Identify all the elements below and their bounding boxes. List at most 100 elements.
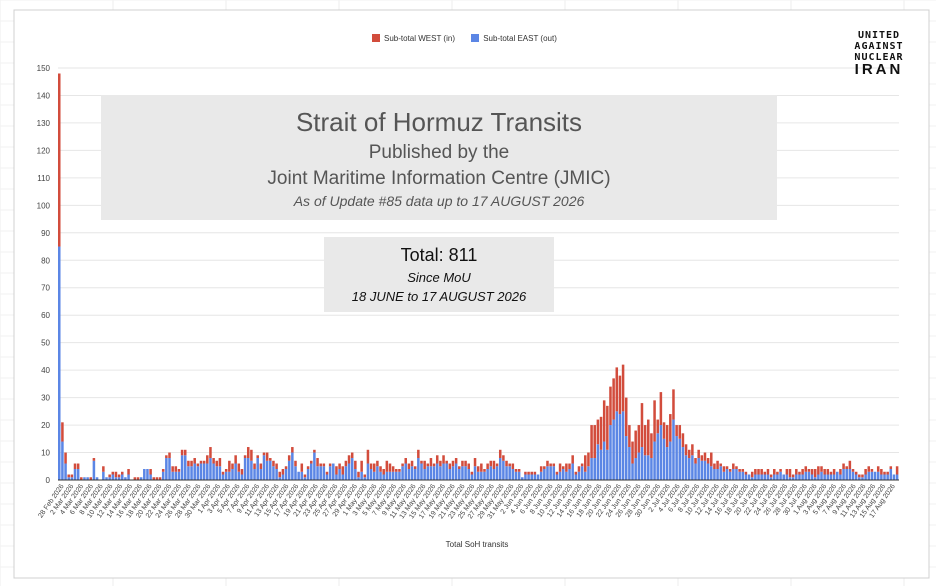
- bar-west: [215, 460, 219, 467]
- bar-east: [820, 471, 823, 480]
- bar-east: [691, 455, 694, 480]
- bar-east: [810, 474, 814, 480]
- bar-east: [161, 471, 165, 480]
- bar-west: [697, 449, 700, 459]
- bar-east: [410, 466, 414, 480]
- bar-west: [70, 474, 74, 478]
- bar-west: [710, 452, 713, 467]
- bar-east: [895, 474, 899, 480]
- bar-east: [521, 477, 524, 480]
- bar-east: [363, 477, 367, 480]
- bar-west: [426, 463, 430, 467]
- bar-west: [839, 469, 842, 475]
- bar-west: [385, 460, 389, 472]
- bar-west: [889, 466, 893, 470]
- bar-east: [738, 471, 741, 480]
- bar-west: [303, 474, 307, 478]
- bar-west: [719, 463, 722, 467]
- bar-east: [391, 471, 395, 480]
- bar-east: [193, 463, 196, 480]
- bar-east: [826, 474, 830, 480]
- bar-east: [127, 474, 130, 480]
- bar-east: [480, 471, 483, 480]
- uani-logo: UNITED AGAINST NUCLEAR IRAN: [850, 30, 908, 77]
- bar-east: [341, 474, 345, 480]
- bar-east: [174, 471, 178, 480]
- bar-west: [423, 460, 426, 470]
- bar-west: [80, 477, 83, 480]
- bar-west: [703, 452, 707, 461]
- bar-west: [451, 460, 455, 467]
- bar-east: [196, 466, 200, 480]
- bar-east: [464, 466, 467, 480]
- logo-line-3: NUCLEAR: [854, 52, 904, 63]
- bar-east: [401, 466, 404, 480]
- bar-west: [552, 463, 556, 467]
- title-overlay: Strait of Hormuz Transits Published by t…: [101, 95, 777, 220]
- bar-west: [681, 433, 685, 448]
- bar-west: [580, 463, 584, 467]
- bar-east: [243, 458, 247, 480]
- bar-west: [656, 419, 659, 434]
- bar-west: [120, 471, 124, 475]
- bar-west: [505, 460, 508, 467]
- bar-east: [574, 474, 578, 480]
- bar-west: [464, 460, 467, 467]
- bar-east: [684, 455, 688, 480]
- bar-east: [643, 455, 647, 480]
- bar-west: [152, 477, 156, 480]
- logo-line-2: AGAINST: [854, 41, 904, 52]
- bar-east: [180, 455, 184, 480]
- bar-west: [691, 444, 694, 456]
- bar-west: [410, 460, 414, 467]
- bar-west: [738, 469, 741, 472]
- bar-west: [445, 460, 448, 464]
- bar-west: [237, 463, 241, 472]
- bar-west: [133, 477, 137, 480]
- bar-west: [851, 469, 855, 472]
- bar-east: [640, 447, 644, 480]
- bar-west: [549, 463, 552, 467]
- bar-west: [253, 463, 256, 470]
- bar-west: [744, 471, 748, 475]
- bar-west: [92, 458, 96, 461]
- bar-west: [360, 460, 363, 472]
- bar-east: [558, 471, 562, 480]
- bar-east: [388, 471, 392, 480]
- bar-west: [448, 463, 452, 470]
- bar-west: [89, 477, 93, 480]
- bar-east: [309, 463, 313, 480]
- bar-east: [187, 466, 190, 480]
- y-tick-label: 70: [41, 284, 50, 293]
- bar-east: [596, 444, 600, 480]
- bar-east: [779, 471, 782, 480]
- bar-west: [218, 458, 222, 467]
- bar-west: [344, 460, 348, 467]
- bar-east: [599, 449, 603, 480]
- bar-west: [624, 397, 628, 437]
- bar-west: [795, 469, 798, 475]
- bar-west: [842, 463, 845, 470]
- bar-east: [706, 463, 710, 480]
- bar-west: [725, 466, 729, 470]
- bar-east: [766, 474, 770, 480]
- bar-west: [546, 460, 549, 467]
- bar-east: [801, 474, 804, 480]
- bar-west: [615, 367, 619, 412]
- bar-east: [555, 474, 559, 480]
- bar-west: [199, 460, 203, 464]
- bar-east: [165, 458, 168, 480]
- bar-east: [435, 463, 439, 480]
- bar-west: [316, 458, 319, 467]
- bar-east: [656, 433, 659, 480]
- bar-west: [209, 447, 212, 459]
- bar-east: [672, 419, 675, 480]
- bar-west: [596, 419, 600, 445]
- bar-east: [83, 477, 86, 480]
- bar-east: [785, 474, 789, 480]
- bar-west: [73, 463, 77, 470]
- bar-east: [889, 469, 893, 480]
- bar-east: [281, 474, 285, 480]
- bar-west: [514, 469, 518, 472]
- bar-east: [628, 447, 631, 480]
